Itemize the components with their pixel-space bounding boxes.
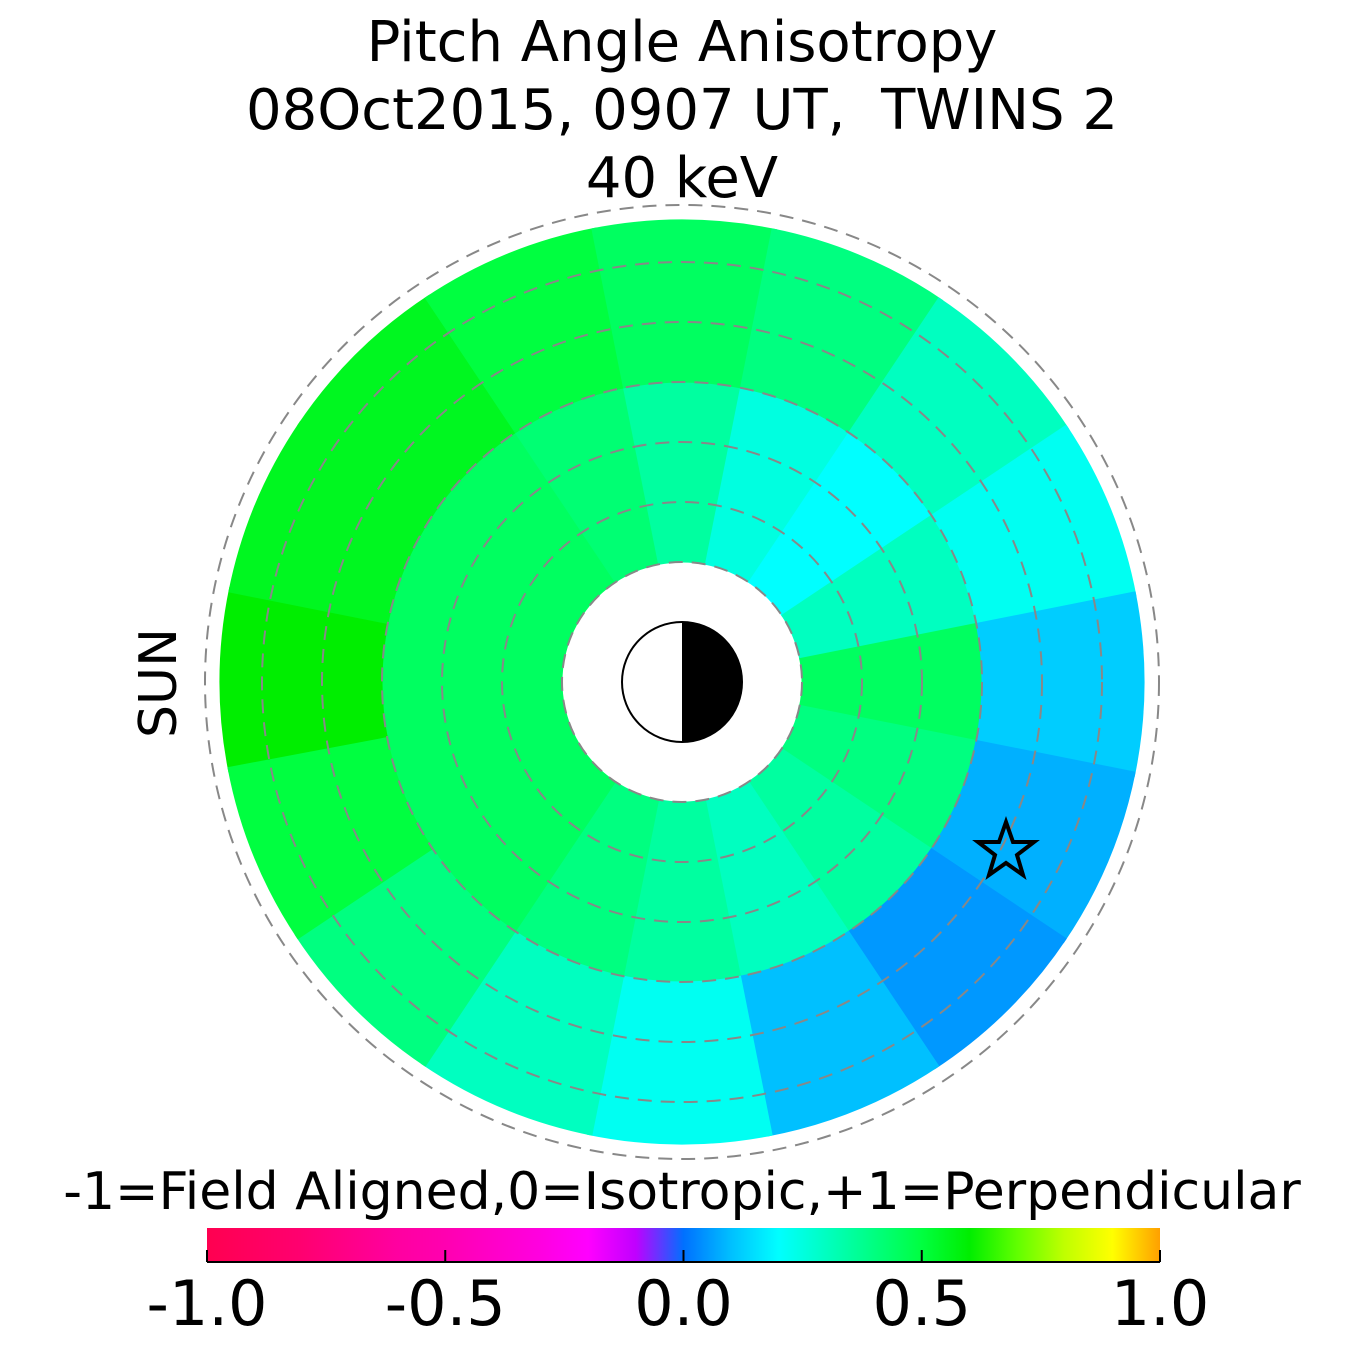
colorbar-axis: -1.0 -0.5 0.0 0.5 1.0 [147, 1250, 1210, 1340]
sun-label: SUN [129, 628, 189, 738]
tick-label: 1.0 [1111, 1267, 1210, 1340]
tick-label: -0.5 [385, 1267, 506, 1340]
earth-night [682, 622, 742, 742]
subtitle: 08Oct2015, 0907 UT, TWINS 2 [246, 78, 1118, 143]
colorbar-label: -1=Field Aligned,0=Isotropic,+1=Perpendi… [63, 1162, 1301, 1222]
map [219, 219, 1145, 1145]
dashed-rings [204, 204, 1160, 1160]
ring [441, 441, 923, 923]
ring [204, 204, 1160, 1160]
ring [501, 501, 863, 863]
ring [561, 561, 803, 803]
tick-label: 0.0 [634, 1267, 733, 1340]
ring [261, 261, 1103, 1103]
satellite-star [972, 815, 1040, 880]
title: Pitch Angle Anisotropy [367, 10, 998, 75]
ring [321, 321, 1043, 1043]
tick-label: 0.5 [872, 1267, 971, 1340]
energy-label: 40 keV [586, 146, 778, 211]
tick-label: -1.0 [147, 1267, 268, 1340]
ring [381, 381, 983, 983]
earth [621, 621, 743, 743]
